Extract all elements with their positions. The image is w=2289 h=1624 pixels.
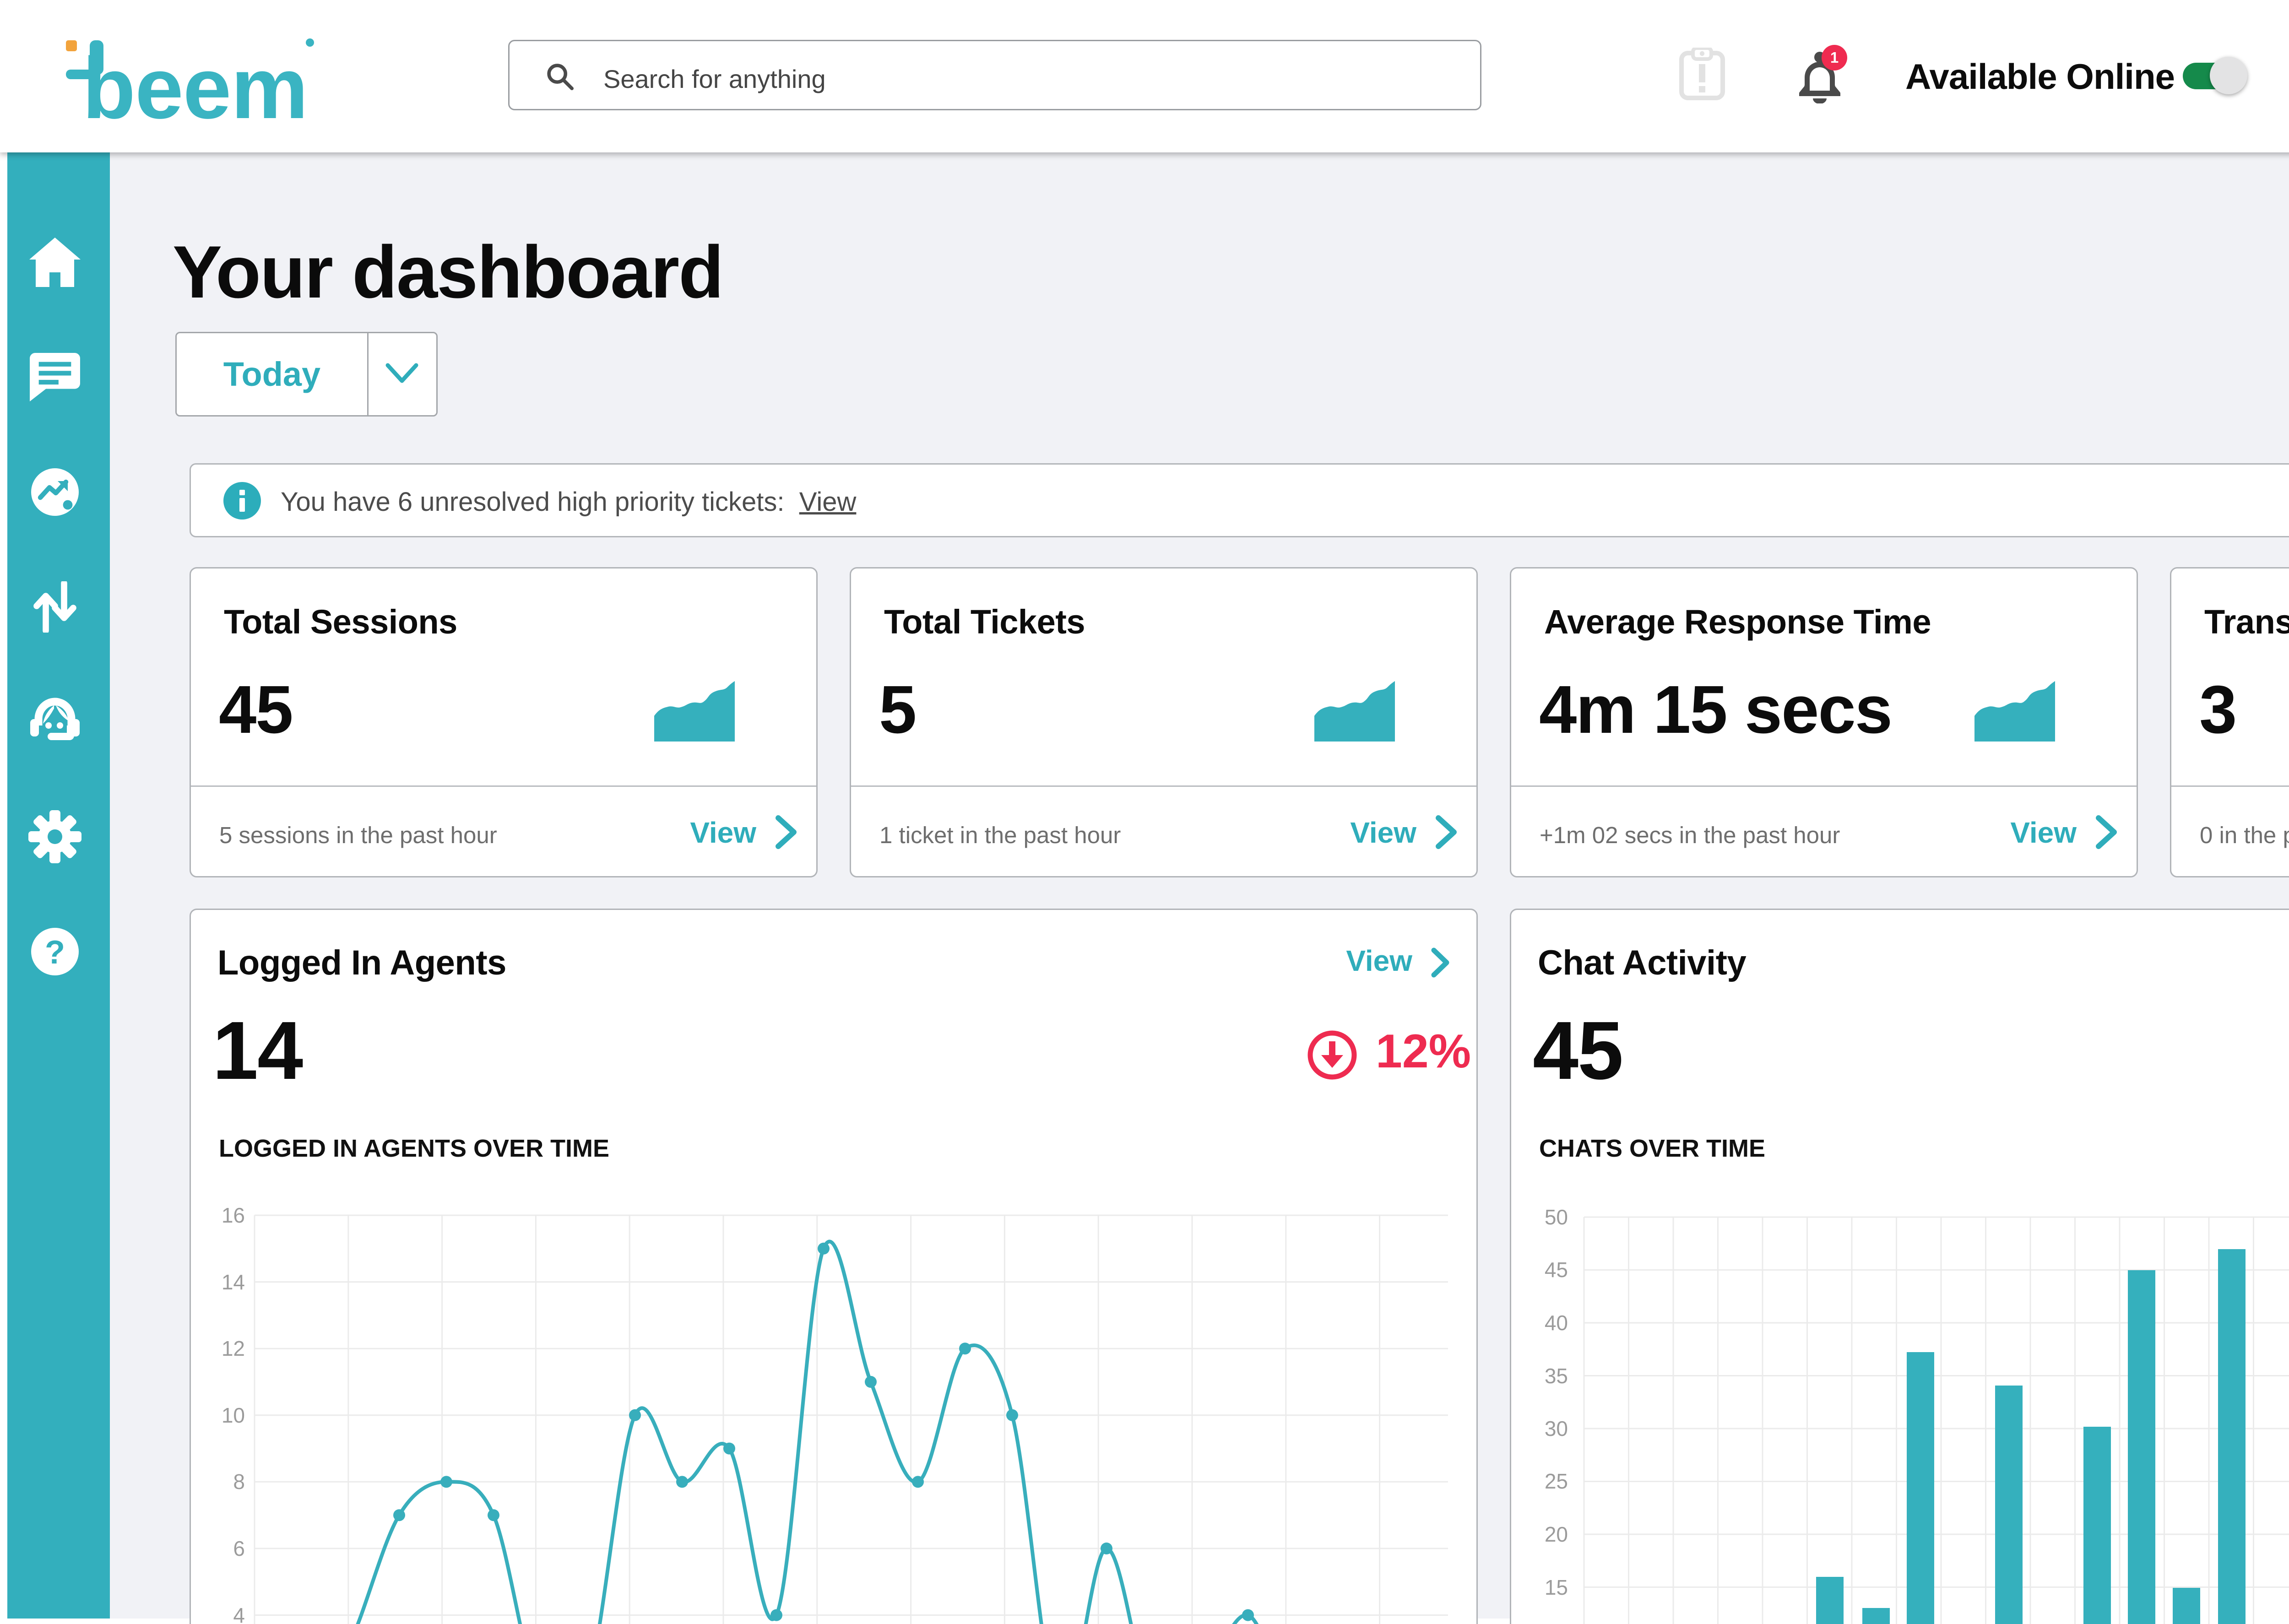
svg-text:8: 8 <box>233 1470 245 1494</box>
svg-text:12: 12 <box>222 1337 245 1360</box>
svg-text:16: 16 <box>222 1203 245 1227</box>
svg-text:50: 50 <box>1545 1205 1568 1229</box>
svg-text:20: 20 <box>1545 1522 1568 1546</box>
svg-text:6: 6 <box>233 1537 245 1560</box>
svg-text:25: 25 <box>1545 1469 1568 1493</box>
svg-text:4: 4 <box>233 1603 245 1624</box>
svg-text:15: 15 <box>1545 1575 1568 1599</box>
svg-text:40: 40 <box>1545 1311 1568 1335</box>
svg-text:14: 14 <box>222 1270 245 1294</box>
svg-text:30: 30 <box>1545 1417 1568 1440</box>
svg-text:35: 35 <box>1545 1364 1568 1388</box>
svg-text:?: ? <box>45 934 65 971</box>
svg-text:beem: beem <box>82 40 308 128</box>
svg-text:45: 45 <box>1545 1258 1568 1282</box>
svg-text:10: 10 <box>222 1403 245 1427</box>
svg-text:1: 1 <box>1830 49 1839 66</box>
